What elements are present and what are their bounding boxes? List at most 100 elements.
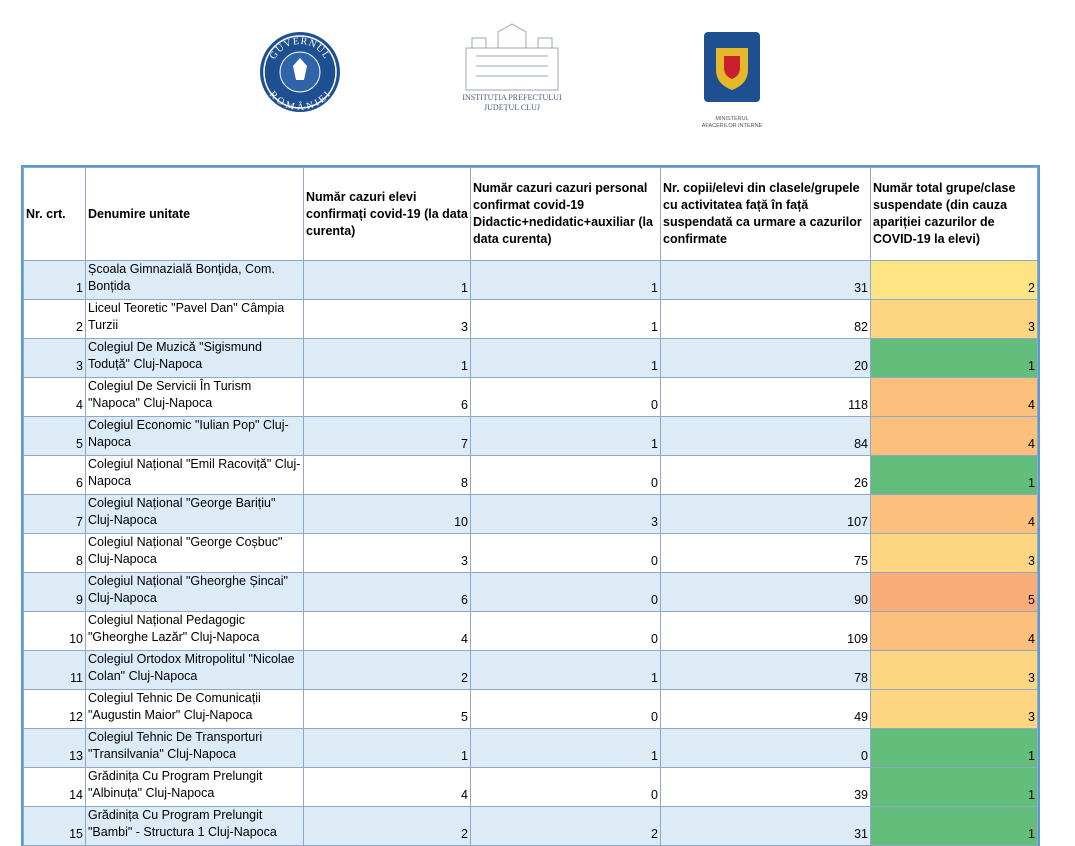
number-cell: 2 bbox=[870, 260, 1038, 300]
table-row: 10 Colegiul Național Pedagogic "Gheorghe … bbox=[23, 611, 1038, 651]
number-cell: 4 bbox=[870, 416, 1038, 456]
unit-name: Colegiul Național "Emil Racoviță" Cluj-N… bbox=[85, 455, 304, 495]
number-cell: 7 bbox=[23, 494, 86, 534]
number-cell: 7 bbox=[303, 416, 471, 456]
prefect-line1: INSTITUȚIA PREFECTULUI bbox=[462, 93, 562, 103]
unit-name: Colegiul Național "George Barițiu" Cluj-… bbox=[85, 494, 304, 534]
number-cell: 3 bbox=[23, 338, 86, 378]
number-cell: 6 bbox=[303, 572, 471, 612]
unit-name: Colegiul Economic "Iulian Pop" Cluj-Napo… bbox=[85, 416, 304, 456]
mai-line1: MINISTERUL bbox=[715, 116, 748, 122]
number-cell: 4 bbox=[870, 377, 1038, 417]
table-row: 1 Școala Gimnazială Bonțida, Com. Bonțida… bbox=[23, 260, 1038, 300]
header-cell: Nr. crt. bbox=[23, 167, 86, 261]
number-cell: 5 bbox=[870, 572, 1038, 612]
unit-name: Colegiul De Muzică "Sigismund Toduță" Cl… bbox=[85, 338, 304, 378]
number-cell: 1 bbox=[870, 455, 1038, 495]
number-cell: 10 bbox=[23, 611, 86, 651]
header-cell: Număr cazuri elevi confirmați covid-19 (… bbox=[303, 167, 471, 261]
number-cell: 15 bbox=[23, 806, 86, 846]
number-cell: 2 bbox=[303, 650, 471, 690]
number-cell: 82 bbox=[660, 299, 871, 339]
header-cell: Nr. copii/elevi din clasele/grupele cu a… bbox=[660, 167, 871, 261]
unit-name: Colegiul Tehnic De Comunicații "Augustin… bbox=[85, 689, 304, 729]
unit-name: Liceul Teoretic "Pavel Dan" Câmpia Turzi… bbox=[85, 299, 304, 339]
unit-name: Colegiul Național "George Coșbuc" Cluj-N… bbox=[85, 533, 304, 573]
number-cell: 9 bbox=[23, 572, 86, 612]
number-cell: 20 bbox=[660, 338, 871, 378]
number-cell: 109 bbox=[660, 611, 871, 651]
number-cell: 10 bbox=[303, 494, 471, 534]
table-row: 2 Liceul Teoretic "Pavel Dan" Câmpia Turz… bbox=[23, 299, 1038, 339]
header-cell: Număr total grupe/clase suspendate (din … bbox=[870, 167, 1038, 261]
prefect-line2: JUDEȚUL CLUJ bbox=[484, 103, 540, 113]
unit-name: Colegiul Național Pedagogic "Gheorghe La… bbox=[85, 611, 304, 651]
number-cell: 4 bbox=[303, 767, 471, 807]
number-cell: 0 bbox=[470, 455, 661, 495]
logos: GUVERNUL ROMÂNIEI INSTITUȚIA PREFECTULUI… bbox=[260, 23, 763, 129]
table-row: 7 Colegiul Național "George Barițiu" Cluj… bbox=[23, 494, 1038, 534]
number-cell: 1 bbox=[303, 338, 471, 378]
table-row: 4 Colegiul De Servicii În Turism "Napoca"… bbox=[23, 377, 1038, 417]
table-row: 12 Colegiul Tehnic De Comunicații "August… bbox=[23, 689, 1038, 729]
number-cell: 5 bbox=[303, 689, 471, 729]
number-cell: 31 bbox=[660, 260, 871, 300]
unit-name: Colegiul De Servicii În Turism "Napoca" … bbox=[85, 377, 304, 417]
mai-line2: AFACERILOR INTERNE bbox=[702, 123, 763, 129]
header-row: Nr. crt. Denumire unitate Număr cazuri ele… bbox=[23, 167, 1038, 261]
number-cell: 8 bbox=[303, 455, 471, 495]
table-row: 3 Colegiul De Muzică "Sigismund Toduță" C… bbox=[23, 338, 1038, 378]
unit-name: Colegiul Tehnic De Transporturi "Transil… bbox=[85, 728, 304, 768]
number-cell: 0 bbox=[660, 728, 871, 768]
number-cell: 1 bbox=[470, 416, 661, 456]
table-row: 13 Colegiul Tehnic De Transporturi "Trans… bbox=[23, 728, 1038, 768]
number-cell: 3 bbox=[870, 689, 1038, 729]
number-cell: 0 bbox=[470, 533, 661, 573]
unit-name: Grădinița Cu Program Prelungit "Bambi" -… bbox=[85, 806, 304, 846]
number-cell: 1 bbox=[470, 260, 661, 300]
header-cell: Denumire unitate bbox=[85, 167, 304, 261]
table-row: 6 Colegiul Național "Emil Racoviță" Cluj-… bbox=[23, 455, 1038, 495]
number-cell: 2 bbox=[303, 806, 471, 846]
number-cell: 3 bbox=[870, 650, 1038, 690]
unit-name: Grădinița Cu Program Prelungit "Albinuța… bbox=[85, 767, 304, 807]
number-cell: 3 bbox=[870, 299, 1038, 339]
number-cell: 1 bbox=[303, 260, 471, 300]
number-cell: 31 bbox=[660, 806, 871, 846]
number-cell: 3 bbox=[870, 533, 1038, 573]
number-cell: 6 bbox=[23, 455, 86, 495]
number-cell: 8 bbox=[23, 533, 86, 573]
number-cell: 11 bbox=[23, 650, 86, 690]
number-cell: 3 bbox=[303, 533, 471, 573]
number-cell: 84 bbox=[660, 416, 871, 456]
number-cell: 0 bbox=[470, 611, 661, 651]
number-cell: 1 bbox=[870, 338, 1038, 378]
number-cell: 1 bbox=[470, 299, 661, 339]
number-cell: 4 bbox=[23, 377, 86, 417]
table-row: 5 Colegiul Economic "Iulian Pop" Cluj-Nap… bbox=[23, 416, 1038, 456]
table-row: 11 Colegiul Ortodox Mitropolitul "Nicolae… bbox=[23, 650, 1038, 690]
prefect-logo: INSTITUȚIA PREFECTULUI JUDEȚUL CLUJ bbox=[462, 23, 562, 113]
number-cell: 1 bbox=[23, 260, 86, 300]
table-row: 9 Colegiul Național "Gheorghe Șincai" Clu… bbox=[23, 572, 1038, 612]
unit-name: Școala Gimnazială Bonțida, Com. Bonțida bbox=[85, 260, 304, 300]
cases-table: Nr. crt. Denumire unitate Număr cazuri ele… bbox=[21, 165, 1040, 846]
number-cell: 1 bbox=[870, 806, 1038, 846]
number-cell: 0 bbox=[470, 689, 661, 729]
table-row: 14 Grădinița Cu Program Prelungit "Albinu… bbox=[23, 767, 1038, 807]
mai-logo: MINISTERUL AFACERILOR INTERNE bbox=[702, 32, 763, 129]
number-cell: 4 bbox=[870, 494, 1038, 534]
number-cell: 26 bbox=[660, 455, 871, 495]
number-cell: 49 bbox=[660, 689, 871, 729]
number-cell: 6 bbox=[303, 377, 471, 417]
number-cell: 0 bbox=[470, 377, 661, 417]
number-cell: 3 bbox=[303, 299, 471, 339]
unit-name: Colegiul Ortodox Mitropolitul "Nicolae C… bbox=[85, 650, 304, 690]
number-cell: 14 bbox=[23, 767, 86, 807]
table-row: 8 Colegiul Național "George Coșbuc" Cluj-… bbox=[23, 533, 1038, 573]
number-cell: 1 bbox=[470, 650, 661, 690]
number-cell: 118 bbox=[660, 377, 871, 417]
number-cell: 0 bbox=[470, 767, 661, 807]
number-cell: 4 bbox=[870, 611, 1038, 651]
number-cell: 2 bbox=[23, 299, 86, 339]
